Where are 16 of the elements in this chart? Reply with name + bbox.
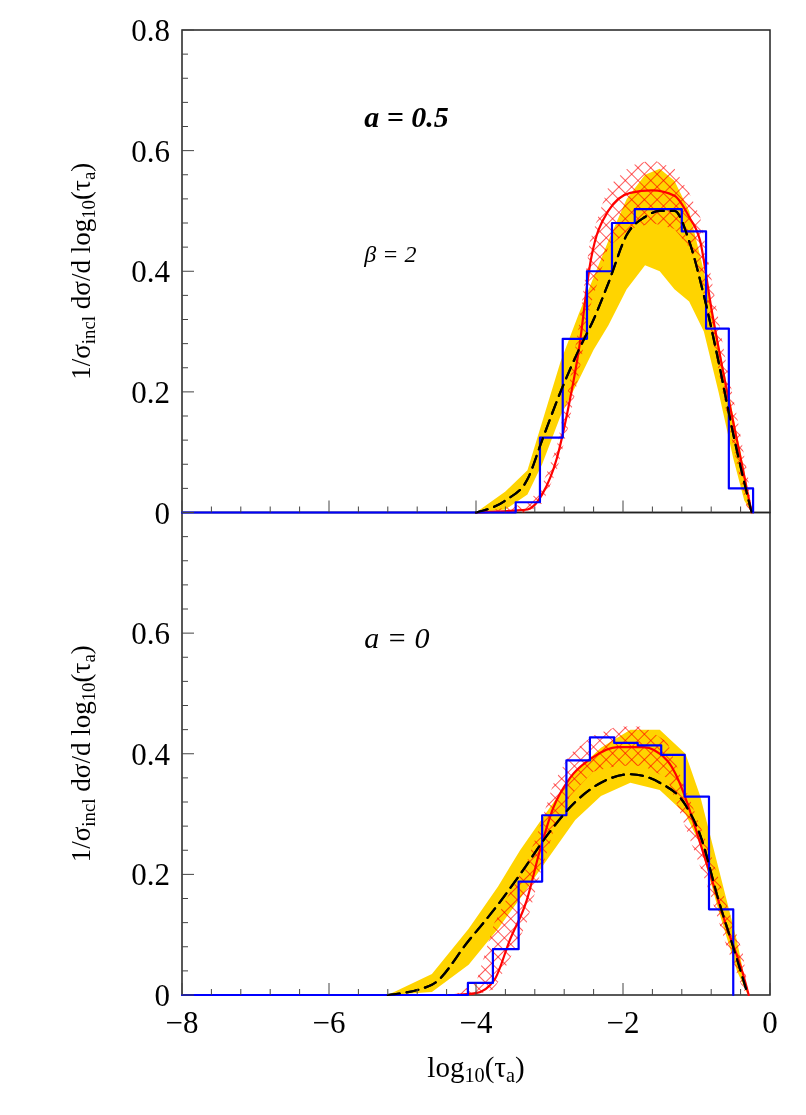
annotation: β = 2: [363, 240, 417, 267]
y-tick-label: 0.6: [131, 616, 170, 652]
y-tick-label: 0.8: [131, 13, 170, 48]
annotation: a = 0.5: [364, 99, 449, 133]
annotation: a = 0: [364, 620, 430, 654]
y-tick-label: 0.4: [131, 736, 171, 772]
y-tick-label: 0.6: [131, 133, 170, 169]
x-tick-label: 0: [762, 1005, 778, 1040]
x-axis-title: log$_{10}$(τ$_{a}$): [427, 1051, 525, 1086]
x-tick-label: −2: [606, 1005, 640, 1040]
y-tick-label: 0.4: [131, 254, 171, 290]
y-tick-label: 0.2: [131, 374, 170, 410]
x-tick-label: −6: [312, 1005, 346, 1040]
x-tick-label: −4: [459, 1005, 493, 1040]
y-tick-label: 0: [154, 495, 170, 531]
y-tick-label: 0.2: [131, 857, 170, 893]
